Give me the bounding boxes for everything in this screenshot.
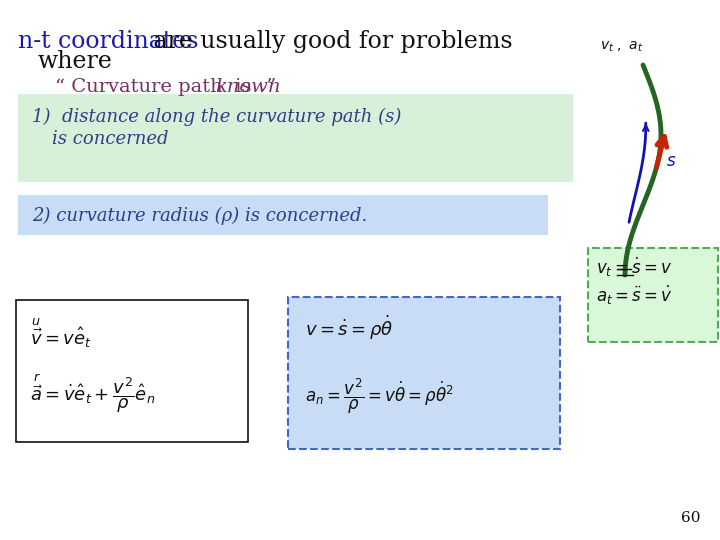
FancyBboxPatch shape: [16, 300, 248, 442]
Text: $v = \dot{s}= \rho\dot{\theta}$: $v = \dot{s}= \rho\dot{\theta}$: [305, 314, 393, 342]
Text: $a_n = \dfrac{v^2}{\rho} = v\dot{\theta}= \rho\dot{\theta}^2$: $a_n = \dfrac{v^2}{\rho} = v\dot{\theta}…: [305, 377, 454, 416]
Text: 60: 60: [680, 511, 700, 525]
Text: $\overset{r}{\vec{a}} = \dot{v}\hat{e}_t + \dfrac{v^2}{\rho}\hat{e}_n$: $\overset{r}{\vec{a}} = \dot{v}\hat{e}_t…: [30, 372, 156, 415]
FancyBboxPatch shape: [18, 195, 548, 235]
FancyBboxPatch shape: [18, 94, 573, 182]
Text: 1)  distance along the curvature path (s): 1) distance along the curvature path (s): [32, 108, 401, 126]
Text: $\overset{u}{\vec{v}} = v\hat{e}_t$: $\overset{u}{\vec{v}} = v\hat{e}_t$: [30, 317, 92, 350]
Text: known: known: [215, 78, 280, 96]
FancyBboxPatch shape: [288, 297, 560, 449]
Text: $v_t = \dot{s} = v$: $v_t = \dot{s} = v$: [596, 256, 672, 279]
Text: $s$: $s$: [666, 153, 676, 170]
Text: 2) curvature radius (ρ) is concerned.: 2) curvature radius (ρ) is concerned.: [32, 207, 367, 225]
Text: $a_t = \ddot{s}= \dot{v}$: $a_t = \ddot{s}= \dot{v}$: [596, 284, 672, 307]
Text: n-t coordinates: n-t coordinates: [18, 30, 199, 53]
Text: are usually good for problems: are usually good for problems: [146, 30, 513, 53]
Text: where: where: [38, 50, 113, 73]
Text: is concerned: is concerned: [52, 130, 168, 148]
Text: $v_t\ ,\ a_t$: $v_t\ ,\ a_t$: [600, 40, 643, 55]
Text: “ Curvature path  is: “ Curvature path is: [55, 78, 258, 96]
FancyBboxPatch shape: [588, 248, 718, 342]
Text: ”: ”: [260, 78, 276, 96]
